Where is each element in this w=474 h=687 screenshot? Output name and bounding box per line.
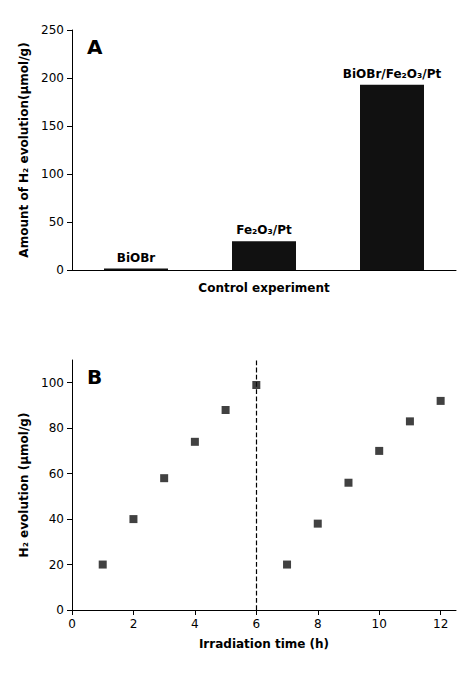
svg-text:Amount of H₂ evolution(μmol/g): Amount of H₂ evolution(μmol/g) xyxy=(17,42,31,257)
svg-text:0: 0 xyxy=(56,263,64,277)
svg-text:250: 250 xyxy=(41,23,64,37)
svg-text:80: 80 xyxy=(49,421,64,435)
svg-text:8: 8 xyxy=(314,617,322,631)
svg-text:2: 2 xyxy=(130,617,138,631)
svg-text:20: 20 xyxy=(49,558,64,572)
svg-text:60: 60 xyxy=(49,467,64,481)
svg-text:100: 100 xyxy=(41,167,64,181)
svg-text:Control experiment: Control experiment xyxy=(198,281,330,295)
svg-text:Fe₂O₃/Pt: Fe₂O₃/Pt xyxy=(236,223,292,237)
svg-text:50: 50 xyxy=(49,215,64,229)
svg-text:B: B xyxy=(87,365,102,389)
svg-text:BiOBr: BiOBr xyxy=(117,251,156,265)
svg-text:12: 12 xyxy=(433,617,448,631)
svg-text:A: A xyxy=(87,35,103,59)
svg-text:0: 0 xyxy=(56,603,64,617)
svg-text:4: 4 xyxy=(191,617,199,631)
svg-text:10: 10 xyxy=(372,617,387,631)
svg-text:200: 200 xyxy=(41,71,64,85)
svg-text:0: 0 xyxy=(68,617,76,631)
svg-text:Irradiation time (h): Irradiation time (h) xyxy=(199,637,329,651)
svg-text:BiOBr/Fe₂O₃/Pt: BiOBr/Fe₂O₃/Pt xyxy=(343,67,442,81)
svg-text:150: 150 xyxy=(41,119,64,133)
svg-text:40: 40 xyxy=(49,512,64,526)
svg-text:6: 6 xyxy=(252,617,260,631)
svg-text:H₂ evolution (μmol/g): H₂ evolution (μmol/g) xyxy=(17,413,31,558)
svg-text:100: 100 xyxy=(41,376,64,390)
